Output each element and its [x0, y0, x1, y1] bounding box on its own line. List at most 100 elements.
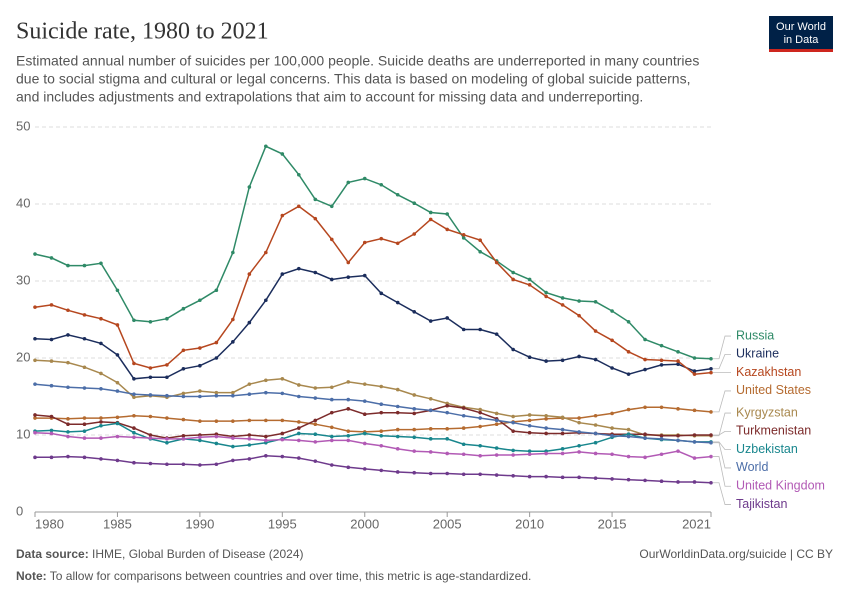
point: [49, 359, 54, 363]
point: [593, 431, 598, 436]
point: [428, 437, 433, 441]
point: [66, 454, 70, 459]
point: [577, 475, 581, 480]
point: [297, 266, 301, 271]
point: [247, 437, 252, 441]
label-connector: [713, 390, 731, 413]
point: [610, 452, 614, 457]
point: [527, 452, 532, 457]
point: [362, 412, 367, 417]
point: [99, 316, 103, 321]
point: [478, 327, 482, 332]
point: [280, 437, 285, 442]
point: [33, 413, 37, 417]
point: [412, 427, 417, 432]
point: [511, 453, 515, 457]
point: [379, 433, 384, 438]
point: [643, 436, 647, 440]
point: [593, 299, 598, 304]
point: [659, 437, 664, 441]
point: [461, 236, 466, 240]
point: [148, 366, 153, 370]
point: [659, 433, 664, 438]
point: [379, 384, 384, 389]
point: [412, 310, 417, 314]
point: [231, 390, 235, 395]
point: [33, 430, 37, 435]
point: [297, 394, 301, 399]
point: [379, 443, 384, 448]
point: [66, 360, 70, 365]
point: [231, 250, 235, 255]
point: [577, 313, 581, 318]
y-tick-label: 0: [16, 503, 23, 518]
point: [99, 423, 103, 428]
point: [313, 422, 318, 427]
x-tick-label: 1980: [35, 516, 64, 531]
point: [709, 454, 713, 459]
point: [346, 260, 351, 265]
label-connector: [713, 482, 731, 505]
x-tick-label: 1990: [185, 516, 214, 531]
point: [428, 450, 433, 454]
source: Data source: IHME, Global Burden of Dise…: [16, 547, 303, 561]
point: [560, 431, 565, 436]
point: [297, 438, 301, 443]
point: [511, 420, 515, 425]
point: [593, 476, 598, 480]
point: [494, 418, 499, 423]
point: [132, 460, 136, 465]
series-line: [35, 406, 712, 433]
point: [247, 382, 252, 386]
point: [362, 382, 367, 386]
point: [560, 296, 565, 300]
label-connector: [713, 430, 731, 436]
point: [231, 340, 235, 344]
point: [115, 353, 120, 357]
point: [115, 380, 120, 385]
point: [395, 410, 400, 415]
point: [99, 416, 103, 420]
point: [544, 290, 548, 295]
point: [544, 294, 548, 299]
point: [560, 415, 565, 420]
point: [593, 451, 598, 456]
point: [329, 385, 334, 390]
series-line: [35, 455, 712, 484]
point: [115, 288, 120, 293]
point: [231, 419, 235, 423]
point: [99, 387, 103, 391]
point: [709, 440, 713, 445]
point: [247, 433, 252, 437]
point: [297, 204, 301, 209]
point: [544, 426, 548, 430]
point: [214, 390, 219, 395]
point: [527, 430, 532, 435]
point: [428, 427, 433, 431]
point: [511, 474, 515, 478]
point: [544, 451, 548, 456]
x-tick-label: 1995: [268, 516, 297, 531]
point: [428, 397, 433, 401]
point: [412, 470, 417, 475]
source-label: Data source:: [16, 547, 89, 561]
point: [132, 430, 136, 435]
legend-label: Uzbekistan: [736, 442, 798, 456]
point: [247, 272, 252, 276]
point: [82, 422, 87, 427]
point: [494, 473, 499, 477]
point: [264, 250, 268, 255]
point: [82, 336, 87, 341]
point: [313, 440, 318, 444]
point: [593, 329, 598, 333]
legend-label: United Kingdom: [736, 479, 825, 493]
point: [577, 354, 581, 359]
point: [346, 465, 351, 470]
y-tick-label: 50: [16, 118, 30, 133]
point: [445, 471, 449, 476]
point: [676, 362, 680, 366]
point: [264, 144, 268, 149]
subtitle: due to social stigma and cultural or leg…: [16, 71, 690, 87]
point: [494, 446, 499, 450]
point: [461, 406, 466, 410]
